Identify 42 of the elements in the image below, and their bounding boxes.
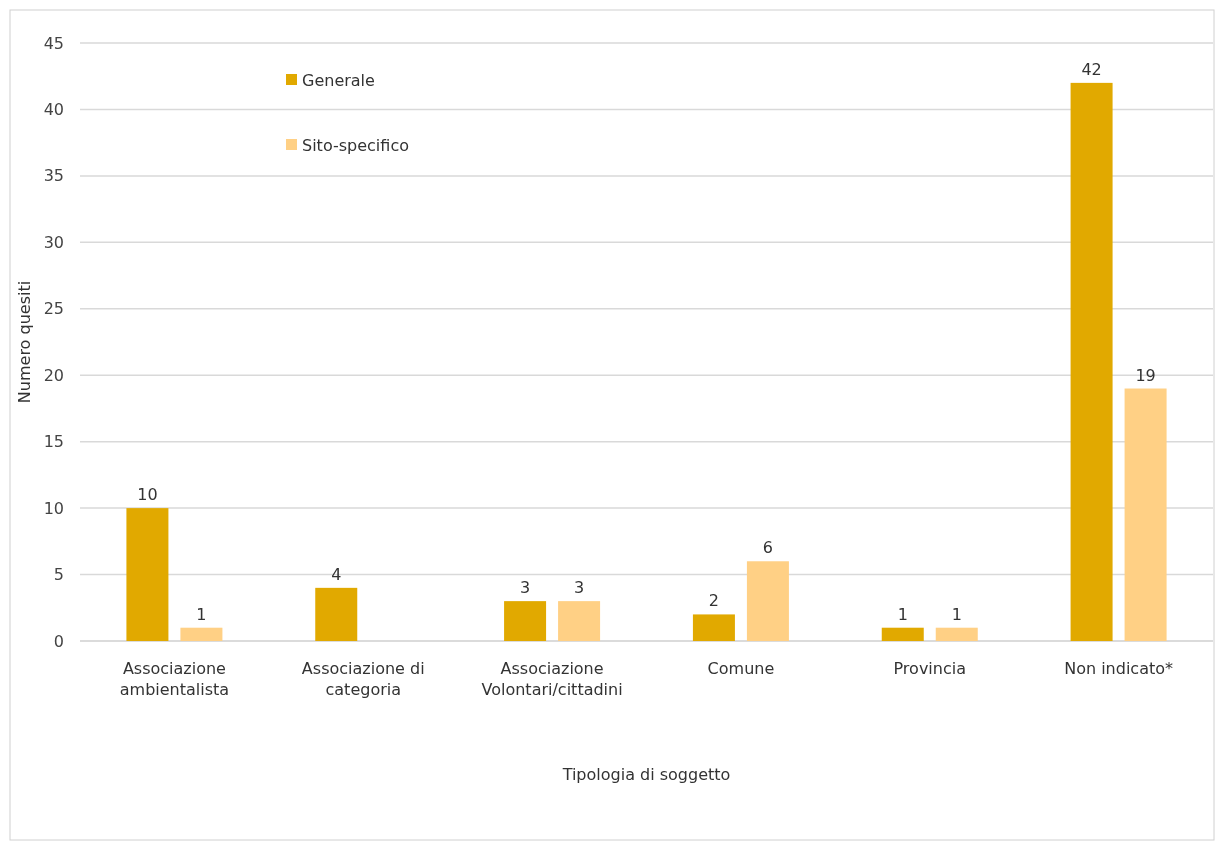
- bar: [935, 627, 978, 641]
- x-tick-label: Provincia: [893, 659, 966, 678]
- y-tick-label: 5: [53, 565, 64, 585]
- legend-label: Sito-specifico: [302, 135, 409, 155]
- bar: [692, 614, 735, 641]
- data-label: 1: [196, 604, 207, 624]
- bar: [881, 627, 924, 641]
- y-tick-label: 15: [43, 432, 64, 452]
- x-tick-label: Associazione ambientalista: [119, 659, 230, 699]
- y-tick-label: 40: [43, 100, 64, 120]
- data-label: 10: [137, 485, 158, 505]
- data-label: 1: [897, 604, 908, 624]
- bar: [180, 627, 223, 641]
- bar: [504, 601, 547, 641]
- x-tick-label: Associazione Volontari/cittadini: [481, 659, 623, 699]
- data-label: 2: [708, 591, 720, 611]
- y-tick-label: 0: [53, 631, 64, 651]
- data-label: 6: [762, 538, 774, 558]
- y-tick-label: 45: [43, 33, 64, 53]
- bar: [315, 587, 358, 641]
- x-axis-title: Tipologia di soggetto: [561, 765, 731, 784]
- y-tick-label: 35: [43, 166, 64, 186]
- bar: [1070, 82, 1113, 641]
- data-label: 42: [1081, 59, 1102, 79]
- bar: [558, 601, 601, 641]
- y-tick-label: 30: [43, 232, 64, 252]
- x-tick-label: Non indicato*: [1064, 659, 1174, 678]
- data-label: 1: [951, 604, 962, 624]
- bar: [126, 508, 169, 641]
- data-label: 3: [519, 578, 531, 598]
- data-label: 4: [331, 564, 342, 584]
- x-tick-label: Comune: [707, 659, 775, 678]
- y-tick-label: 10: [43, 498, 64, 518]
- x-tick-label: Associazione di categoria: [301, 659, 425, 699]
- data-label: 19: [1135, 365, 1156, 385]
- legend-label: Generale: [302, 70, 375, 90]
- bar: [746, 561, 789, 641]
- y-axis-title: Numero quesiti: [15, 280, 34, 404]
- y-tick-label: 25: [43, 299, 64, 319]
- data-label: 3: [573, 578, 585, 598]
- bar: [1124, 388, 1167, 641]
- y-tick-label: 20: [43, 365, 64, 385]
